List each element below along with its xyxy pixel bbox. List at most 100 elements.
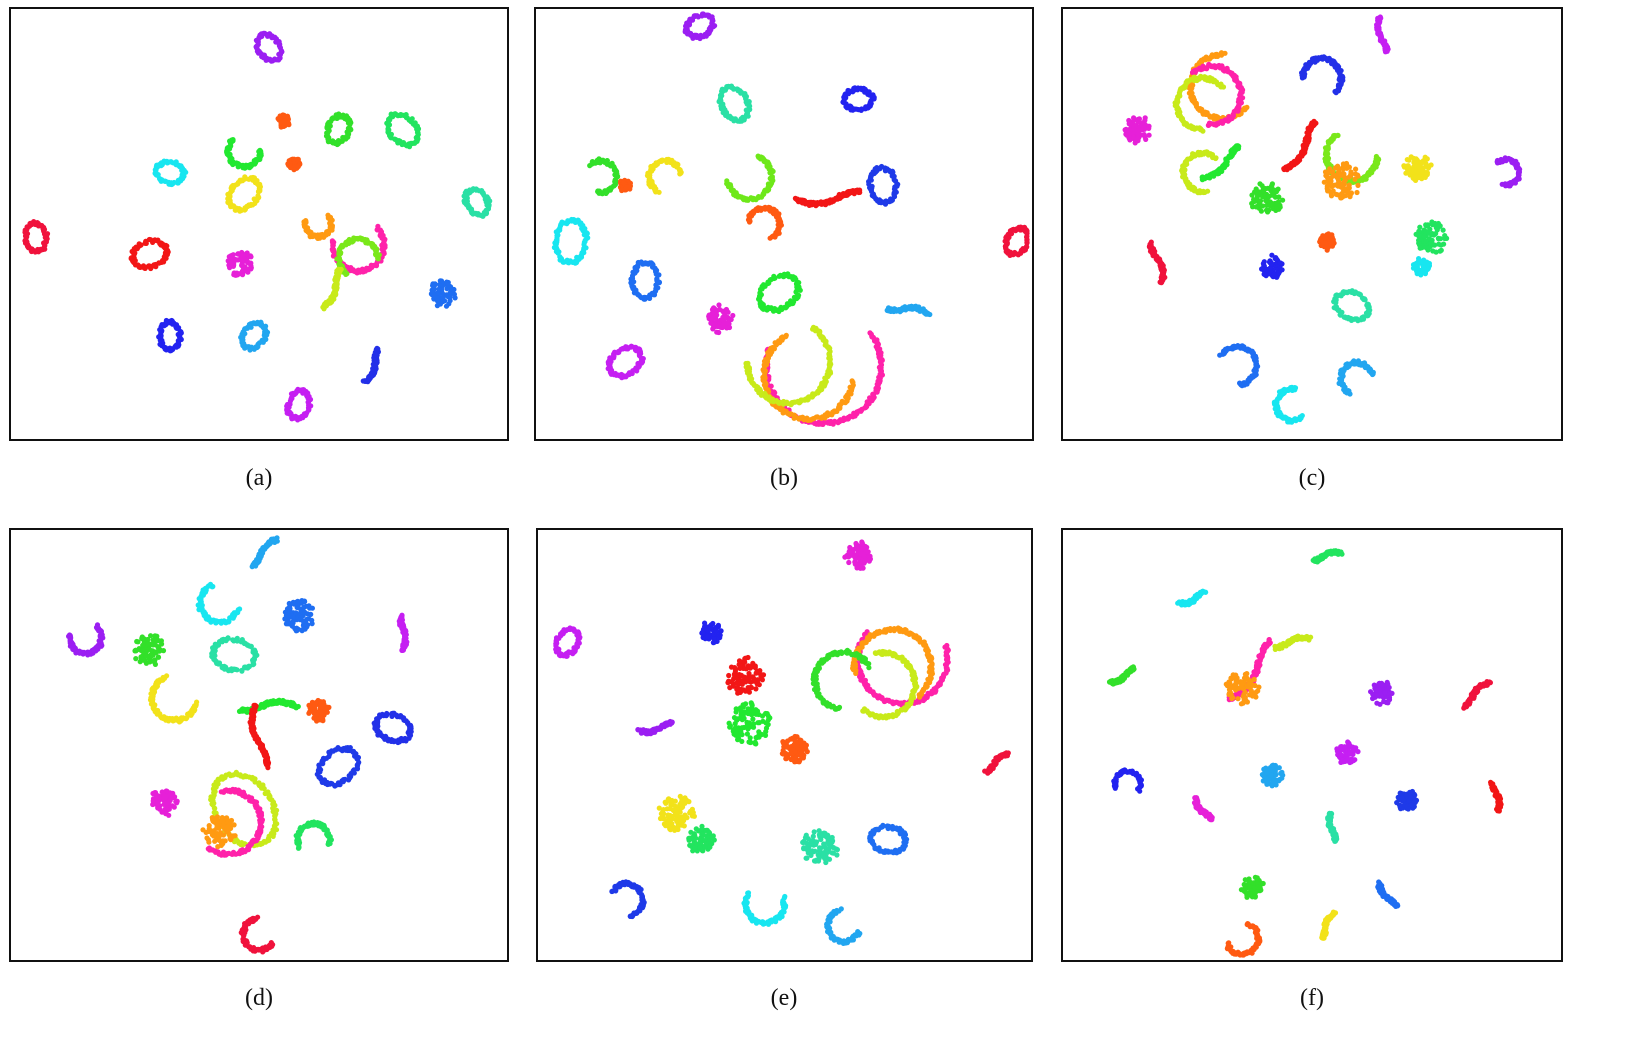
- data-point: [138, 242, 144, 248]
- data-point: [730, 312, 736, 319]
- data-point: [1343, 175, 1349, 181]
- cluster-18: [1259, 252, 1285, 280]
- cluster-17: [156, 317, 184, 354]
- data-point: [1324, 185, 1330, 192]
- data-point: [227, 260, 233, 266]
- data-point: [337, 267, 344, 273]
- data-point: [1345, 164, 1352, 170]
- data-point: [1418, 167, 1424, 173]
- data-point: [240, 264, 246, 270]
- data-point: [1423, 238, 1429, 244]
- data-point: [709, 316, 715, 322]
- data-point: [1416, 256, 1422, 262]
- data-point: [723, 310, 729, 316]
- cluster-5: [1122, 115, 1152, 146]
- data-point: [1427, 226, 1433, 232]
- data-point: [1406, 157, 1412, 163]
- data-point: [1329, 183, 1335, 189]
- data-point: [431, 283, 437, 289]
- data-point: [569, 218, 575, 224]
- data-point: [1268, 261, 1275, 267]
- data-point: [1421, 259, 1427, 265]
- cluster-8: [792, 187, 863, 209]
- data-point: [1339, 191, 1345, 197]
- data-point: [642, 261, 648, 267]
- data-point: [560, 220, 566, 226]
- data-point: [248, 260, 254, 266]
- data-point: [1355, 173, 1361, 179]
- cluster-3: [1172, 73, 1227, 134]
- data-point: [656, 272, 662, 278]
- data-point: [763, 392, 769, 398]
- data-point: [621, 180, 627, 186]
- data-point: [1279, 267, 1285, 273]
- data-point: [722, 87, 728, 93]
- data-point: [248, 254, 254, 260]
- data-point: [295, 163, 301, 170]
- cluster-11: [551, 216, 591, 266]
- cluster-2: [840, 85, 877, 113]
- data-point: [1141, 132, 1147, 138]
- data-point: [1429, 219, 1435, 225]
- data-point: [694, 13, 700, 19]
- data-point: [436, 286, 442, 292]
- cluster-4: [617, 177, 633, 194]
- cluster-16: [428, 278, 458, 309]
- data-point: [1142, 115, 1148, 121]
- data-point: [256, 188, 262, 194]
- data-point: [257, 32, 263, 38]
- data-point: [374, 247, 380, 253]
- data-point: [228, 254, 234, 260]
- data-point: [1499, 181, 1505, 187]
- data-point: [1416, 174, 1422, 180]
- cluster-18: [238, 319, 271, 353]
- cluster-14: [1413, 219, 1450, 255]
- data-point: [722, 314, 728, 320]
- data-point: [1407, 171, 1413, 177]
- data-point: [723, 320, 729, 326]
- data-point: [716, 302, 722, 308]
- data-point: [239, 249, 245, 256]
- data-point: [347, 121, 353, 127]
- data-point: [1338, 184, 1344, 190]
- data-point: [791, 294, 797, 300]
- data-point: [336, 256, 342, 262]
- data-point: [1442, 233, 1448, 239]
- cluster-5: [644, 156, 684, 195]
- data-point: [1263, 197, 1269, 204]
- data-point: [1222, 50, 1228, 56]
- data-point: [1440, 227, 1446, 233]
- data-point: [1417, 224, 1423, 230]
- data-point: [1423, 223, 1429, 229]
- data-point: [1276, 194, 1282, 200]
- data-point: [757, 205, 763, 211]
- data-point: [1258, 198, 1264, 204]
- data-point: [245, 269, 251, 275]
- data-point: [1416, 240, 1422, 246]
- data-point: [1254, 188, 1260, 195]
- data-point: [1262, 193, 1268, 199]
- data-point: [1428, 232, 1435, 238]
- data-point: [385, 126, 391, 132]
- data-point: [1338, 195, 1344, 201]
- data-point: [619, 187, 625, 193]
- data-point: [869, 192, 875, 199]
- cluster-16: [1317, 231, 1337, 253]
- data-point: [1135, 118, 1141, 125]
- data-point: [431, 292, 437, 299]
- cluster-13: [334, 235, 382, 277]
- data-point: [1431, 242, 1438, 248]
- data-point: [229, 137, 235, 143]
- data-point: [1213, 155, 1219, 161]
- data-point: [1267, 265, 1274, 271]
- data-point: [771, 346, 777, 352]
- data-point: [448, 286, 454, 292]
- data-point: [1317, 237, 1324, 243]
- cluster-9: [866, 163, 901, 207]
- data-point: [1021, 224, 1028, 230]
- cluster-6: [724, 153, 776, 203]
- data-point: [743, 360, 749, 367]
- data-point: [435, 298, 441, 304]
- data-point: [1135, 131, 1141, 137]
- data-point: [445, 282, 451, 288]
